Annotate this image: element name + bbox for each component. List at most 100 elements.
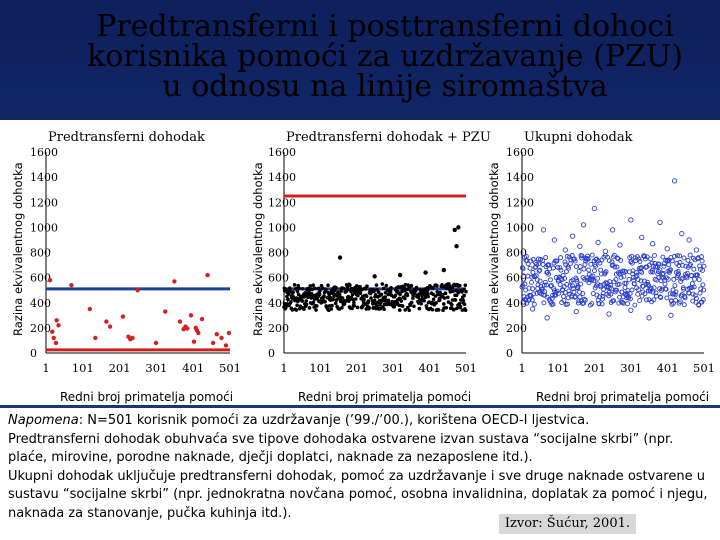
- data-point: [300, 286, 305, 291]
- y-tick-label: 1400: [506, 171, 534, 184]
- data-point: [388, 289, 393, 294]
- data-point: [374, 283, 379, 287]
- data-point: [293, 298, 297, 303]
- data-point: [130, 335, 135, 341]
- data-point: [397, 272, 403, 278]
- data-point: [585, 256, 591, 262]
- data-point: [684, 275, 690, 281]
- data-point: [561, 298, 567, 303]
- data-point: [566, 288, 572, 294]
- data-point: [54, 318, 59, 323]
- data-point: [589, 301, 595, 307]
- data-point: [651, 297, 657, 303]
- data-point: [525, 261, 531, 267]
- data-point: [326, 283, 330, 288]
- data-point: [701, 263, 707, 269]
- data-point: [596, 301, 602, 307]
- x-tick-label: 101: [547, 361, 569, 375]
- data-point: [557, 265, 563, 271]
- data-point: [430, 307, 435, 312]
- data-point: [536, 268, 542, 274]
- data-point: [580, 222, 587, 228]
- data-point: [543, 282, 549, 288]
- data-point: [294, 308, 299, 312]
- data-point: [292, 283, 297, 287]
- data-point: [107, 324, 113, 329]
- data-point: [407, 308, 412, 313]
- x-axis-label: Redni broj primatelja pomoći: [298, 390, 471, 404]
- data-point: [521, 294, 527, 300]
- data-point: [409, 300, 414, 305]
- chart-predtransferni-pzu: Predtransferni dohodak + PZU Razina ekviv…: [251, 130, 491, 404]
- data-point: [700, 297, 706, 303]
- data-point: [461, 298, 466, 303]
- data-point: [350, 306, 354, 311]
- data-point: [591, 205, 598, 212]
- data-point: [412, 304, 416, 309]
- data-point: [581, 266, 587, 272]
- data-point: [647, 288, 653, 294]
- data-point: [312, 297, 317, 301]
- data-point: [602, 270, 608, 276]
- data-point: [431, 286, 435, 290]
- data-point: [682, 295, 688, 301]
- data-point: [561, 294, 566, 299]
- data-point: [120, 314, 126, 319]
- data-point: [304, 299, 309, 303]
- data-point: [687, 252, 693, 258]
- data-point: [311, 283, 315, 288]
- data-point: [369, 296, 373, 300]
- data-point: [333, 301, 338, 306]
- data-point: [614, 264, 620, 270]
- data-point: [320, 286, 325, 290]
- data-point: [450, 303, 454, 307]
- data-point: [397, 308, 402, 312]
- data-point: [339, 289, 343, 293]
- y-tick-label: 1600: [30, 146, 58, 159]
- footnote-line-5: sustavu “socijalne skrbi” (npr. jednokra…: [8, 487, 708, 502]
- data-point: [575, 285, 581, 291]
- data-point: [87, 306, 92, 312]
- data-point: [425, 288, 430, 292]
- data-point: [527, 265, 533, 271]
- data-point: [451, 289, 455, 294]
- data-point: [356, 293, 360, 298]
- data-point: [417, 306, 422, 311]
- data-point: [628, 296, 633, 302]
- data-point: [563, 269, 569, 275]
- y-tick-label: 1400: [268, 171, 296, 184]
- data-point: [657, 267, 663, 273]
- data-point: [562, 275, 568, 281]
- data-point: [595, 275, 601, 281]
- data-point: [570, 283, 576, 289]
- y-tick-label: 1600: [268, 146, 296, 159]
- data-point: [672, 283, 678, 289]
- data-point: [104, 319, 109, 324]
- x-tick-label: 101: [309, 361, 331, 375]
- data-point: [219, 335, 224, 341]
- data-point: [679, 231, 685, 237]
- data-point: [340, 305, 344, 310]
- data-point: [613, 277, 619, 282]
- data-point: [692, 257, 698, 263]
- data-point: [317, 292, 322, 297]
- data-point: [591, 268, 597, 274]
- x-tick-label: 1: [280, 361, 287, 375]
- data-point: [550, 301, 556, 307]
- data-point: [663, 286, 669, 292]
- data-point: [364, 294, 369, 299]
- data-point: [534, 277, 540, 283]
- data-point: [456, 225, 461, 230]
- data-point: [609, 227, 616, 233]
- data-point: [463, 308, 468, 313]
- y-tick-label: 800: [506, 247, 527, 260]
- data-point: [671, 178, 678, 184]
- data-point: [638, 278, 644, 284]
- data-point: [691, 284, 697, 290]
- data-point: [392, 304, 397, 309]
- data-point: [362, 297, 366, 302]
- data-point: [436, 308, 441, 312]
- data-point: [585, 253, 590, 259]
- data-point: [372, 298, 377, 303]
- y-tick-label: 1200: [506, 196, 534, 209]
